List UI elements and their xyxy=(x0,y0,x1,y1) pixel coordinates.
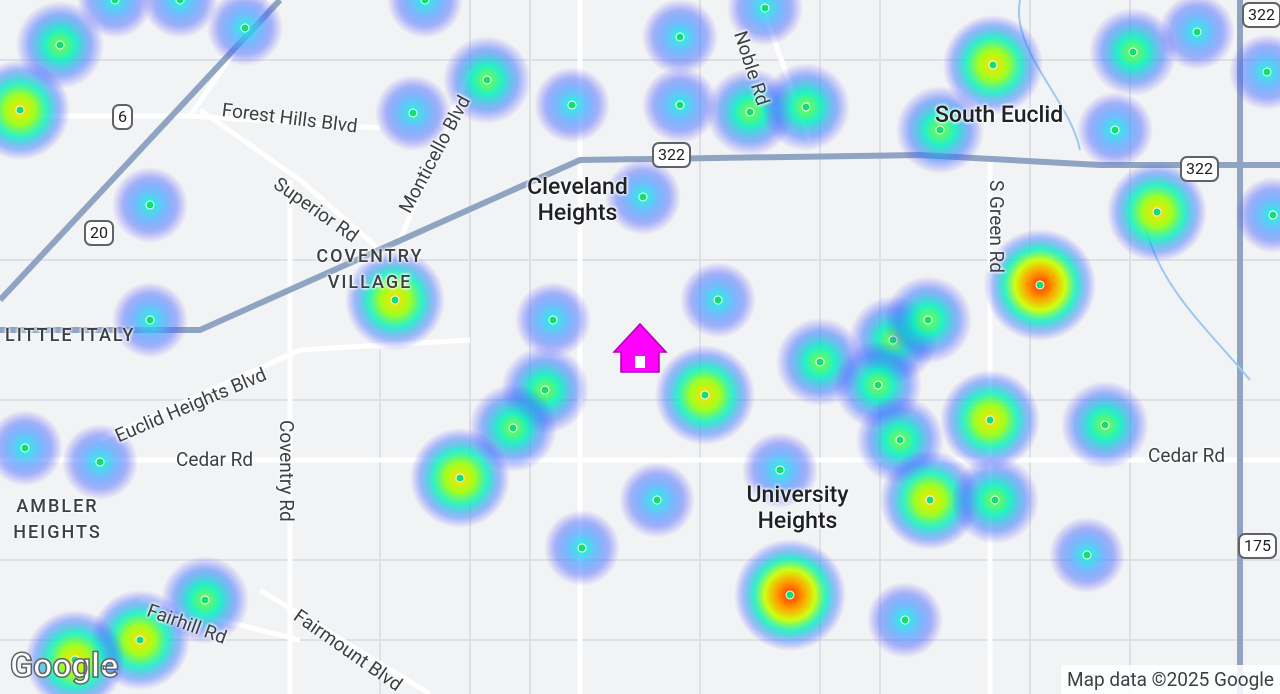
point-marker[interactable] xyxy=(1128,47,1138,57)
place-label: University Heights xyxy=(746,481,849,534)
point-marker[interactable] xyxy=(110,0,120,5)
heat-spot xyxy=(207,0,283,66)
heat-spot xyxy=(1229,34,1280,110)
point-marker[interactable] xyxy=(775,465,785,475)
point-marker[interactable] xyxy=(713,295,723,305)
heat-spot xyxy=(387,0,463,38)
point-marker[interactable] xyxy=(145,200,155,210)
point-marker[interactable] xyxy=(1268,210,1278,220)
point-marker[interactable] xyxy=(420,0,430,5)
road-label: Cedar Rd xyxy=(1148,444,1226,467)
heat-spot xyxy=(727,0,803,46)
point-marker[interactable] xyxy=(15,105,25,115)
point-marker[interactable] xyxy=(801,102,811,112)
route-shield: 175 xyxy=(1238,533,1277,559)
point-marker[interactable] xyxy=(175,0,185,5)
point-marker[interactable] xyxy=(95,457,105,467)
point-marker[interactable] xyxy=(540,385,550,395)
point-marker[interactable] xyxy=(895,435,905,445)
point-marker[interactable] xyxy=(455,473,465,483)
point-marker[interactable] xyxy=(145,315,155,325)
point-marker[interactable] xyxy=(482,75,492,85)
point-marker[interactable] xyxy=(638,192,648,202)
point-marker[interactable] xyxy=(200,595,210,605)
place-label: AMBLER HEIGHTS xyxy=(13,496,102,543)
point-marker[interactable] xyxy=(675,32,685,42)
point-marker[interactable] xyxy=(923,315,933,325)
home-marker[interactable] xyxy=(612,322,668,373)
point-marker[interactable] xyxy=(815,357,825,367)
heat-spot xyxy=(0,410,63,486)
heat-spot xyxy=(25,610,125,694)
point-marker[interactable] xyxy=(390,295,400,305)
route-shield: 322 xyxy=(1180,156,1219,182)
point-marker[interactable] xyxy=(135,635,145,645)
road-label: S Green Rd xyxy=(985,180,1008,273)
point-marker[interactable] xyxy=(548,315,558,325)
point-marker[interactable] xyxy=(985,415,995,425)
point-marker[interactable] xyxy=(873,380,883,390)
route-shield: 20 xyxy=(84,220,114,246)
point-marker[interactable] xyxy=(1262,67,1272,77)
point-marker[interactable] xyxy=(408,108,418,118)
attribution[interactable]: Map data ©2025 Google xyxy=(1061,665,1280,694)
point-marker[interactable] xyxy=(20,443,30,453)
place-label: LITTLE ITALY xyxy=(5,325,136,346)
point-marker[interactable] xyxy=(990,495,1000,505)
point-marker[interactable] xyxy=(1192,27,1202,37)
point-marker[interactable] xyxy=(1152,207,1162,217)
point-marker[interactable] xyxy=(1035,280,1045,290)
heat-spot xyxy=(1235,177,1280,253)
point-marker[interactable] xyxy=(55,40,65,50)
point-marker[interactable] xyxy=(745,107,755,117)
point-marker[interactable] xyxy=(240,23,250,33)
point-marker[interactable] xyxy=(925,495,935,505)
road-label: Cedar Rd xyxy=(176,448,254,471)
route-shield: 6 xyxy=(112,104,133,130)
point-marker[interactable] xyxy=(1110,125,1120,135)
point-marker[interactable] xyxy=(760,3,770,13)
route-shield: 322 xyxy=(1242,2,1280,28)
place-label: South Euclid xyxy=(935,101,1064,128)
point-marker[interactable] xyxy=(700,390,710,400)
point-marker[interactable] xyxy=(508,423,518,433)
point-marker[interactable] xyxy=(785,590,795,600)
heat-spot xyxy=(142,0,218,38)
point-marker[interactable] xyxy=(577,543,587,553)
point-marker[interactable] xyxy=(1082,550,1092,560)
point-marker[interactable] xyxy=(900,615,910,625)
place-label: Cleveland Heights xyxy=(527,173,628,226)
point-marker[interactable] xyxy=(567,100,577,110)
place-label: COVENTRY VILLAGE xyxy=(316,246,424,293)
heat-spot xyxy=(77,0,153,38)
route-shield: 322 xyxy=(652,142,691,168)
point-marker[interactable] xyxy=(1100,420,1110,430)
point-marker[interactable] xyxy=(652,495,662,505)
point-marker[interactable] xyxy=(70,655,80,665)
point-marker[interactable] xyxy=(935,125,945,135)
point-marker[interactable] xyxy=(988,60,998,70)
heat-spot xyxy=(0,60,70,160)
point-marker[interactable] xyxy=(675,100,685,110)
road-label: Coventry Rd xyxy=(275,420,298,522)
logo[interactable]: Google xyxy=(9,645,119,687)
